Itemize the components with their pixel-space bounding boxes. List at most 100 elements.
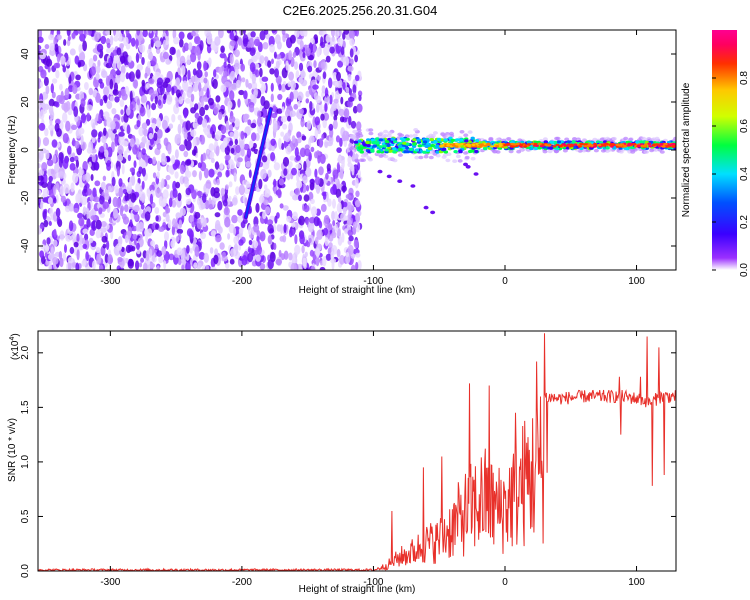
noise-blob: [235, 66, 239, 76]
noise-blob: [306, 241, 311, 248]
noise-blob: [328, 242, 333, 248]
noise-blob: [265, 142, 270, 149]
noise-blob: [103, 95, 108, 104]
noise-blob: [255, 132, 260, 142]
noise-blob: [297, 137, 302, 144]
noise-blob: [189, 52, 197, 63]
noise-blob: [56, 128, 62, 137]
noise-blob: [75, 74, 81, 81]
noise-blob: [123, 36, 129, 47]
noise-blob: [324, 95, 330, 106]
noise-blob: [48, 98, 55, 107]
noise-blob: [307, 221, 315, 233]
noise-blob: [355, 213, 360, 222]
snr-frame: [37, 330, 677, 572]
noise-blob: [204, 71, 208, 78]
band-body: [365, 140, 370, 144]
noise-blob: [144, 211, 151, 222]
noise-blob: [237, 215, 243, 223]
noise-blob: [220, 84, 227, 93]
noise-blob: [43, 173, 48, 184]
noise-blob: [227, 104, 231, 113]
spectrogram-y-tick-label: -40: [20, 238, 31, 253]
noise-blob: [154, 244, 159, 250]
noise-blob: [100, 221, 107, 228]
band-core: [647, 142, 652, 145]
noise-blob: [355, 190, 360, 198]
noise-blob: [125, 30, 130, 37]
noise-blob: [326, 163, 331, 172]
band-body: [372, 144, 377, 148]
noise-blob: [235, 186, 240, 196]
noise-blob: [285, 60, 289, 71]
noise-blob: [149, 248, 153, 258]
noise-blob: [318, 166, 324, 176]
band-core: [648, 145, 653, 148]
noise-blob: [178, 31, 185, 40]
noise-blob: [234, 118, 240, 128]
noise-blob: [271, 30, 277, 34]
noise-blob: [240, 147, 245, 157]
noise-blob: [203, 168, 209, 179]
noise-blob: [68, 220, 74, 232]
band-halo: [432, 131, 438, 135]
band-core: [506, 143, 511, 146]
noise-blob: [86, 147, 93, 154]
noise-blob: [257, 116, 262, 127]
noise-blob: [248, 169, 252, 179]
noise-blob: [130, 246, 136, 252]
noise-blob: [52, 154, 57, 164]
noise-blob: [74, 140, 80, 149]
noise-blob: [168, 123, 174, 129]
band-halo: [542, 149, 548, 154]
noise-blob: [332, 198, 336, 209]
noise-blob: [48, 124, 55, 131]
noise-blob: [81, 260, 86, 267]
noise-blob: [215, 95, 221, 103]
noise-blob: [84, 82, 89, 90]
noise-blob: [46, 237, 51, 245]
noise-blob: [313, 92, 319, 101]
noise-blob: [270, 93, 274, 103]
noise-blob: [110, 35, 114, 46]
band-halo: [367, 157, 373, 162]
band-halo: [641, 136, 647, 141]
noise-blob: [272, 105, 277, 113]
noise-blob: [208, 57, 212, 66]
noise-blob: [48, 34, 55, 41]
noise-blob: [249, 104, 255, 113]
band-halo: [397, 132, 403, 137]
noise-blob: [202, 152, 206, 161]
noise-blob: [197, 162, 202, 169]
noise-blob: [163, 260, 167, 270]
noise-blob: [322, 118, 328, 129]
noise-blob: [44, 44, 50, 50]
noise-blob: [224, 81, 231, 88]
noise-blob: [69, 156, 75, 163]
band-body: [392, 150, 397, 154]
noise-blob: [174, 149, 179, 159]
noise-blob: [299, 40, 304, 50]
noise-blob: [280, 83, 287, 93]
noise-blob: [158, 255, 164, 264]
noise-blob: [224, 145, 231, 156]
noise-blob: [355, 261, 359, 270]
noise-blob: [90, 215, 97, 221]
noise-blob: [331, 102, 337, 112]
noise-blob: [108, 57, 112, 66]
noise-blob: [55, 69, 60, 79]
band-core: [512, 143, 517, 146]
noise-blob: [210, 230, 217, 237]
noise-blob: [335, 135, 341, 143]
noise-blob: [224, 55, 228, 63]
noise-blob: [281, 142, 285, 150]
noise-blob: [215, 130, 222, 141]
band-halo: [463, 133, 469, 137]
noise-blob: [172, 30, 177, 40]
chirp-streak: [243, 107, 273, 220]
noise-blob: [265, 206, 271, 215]
noise-blob: [72, 172, 79, 184]
band-core: [537, 142, 542, 145]
noise-blob: [299, 234, 305, 245]
noise-blob: [43, 219, 49, 228]
